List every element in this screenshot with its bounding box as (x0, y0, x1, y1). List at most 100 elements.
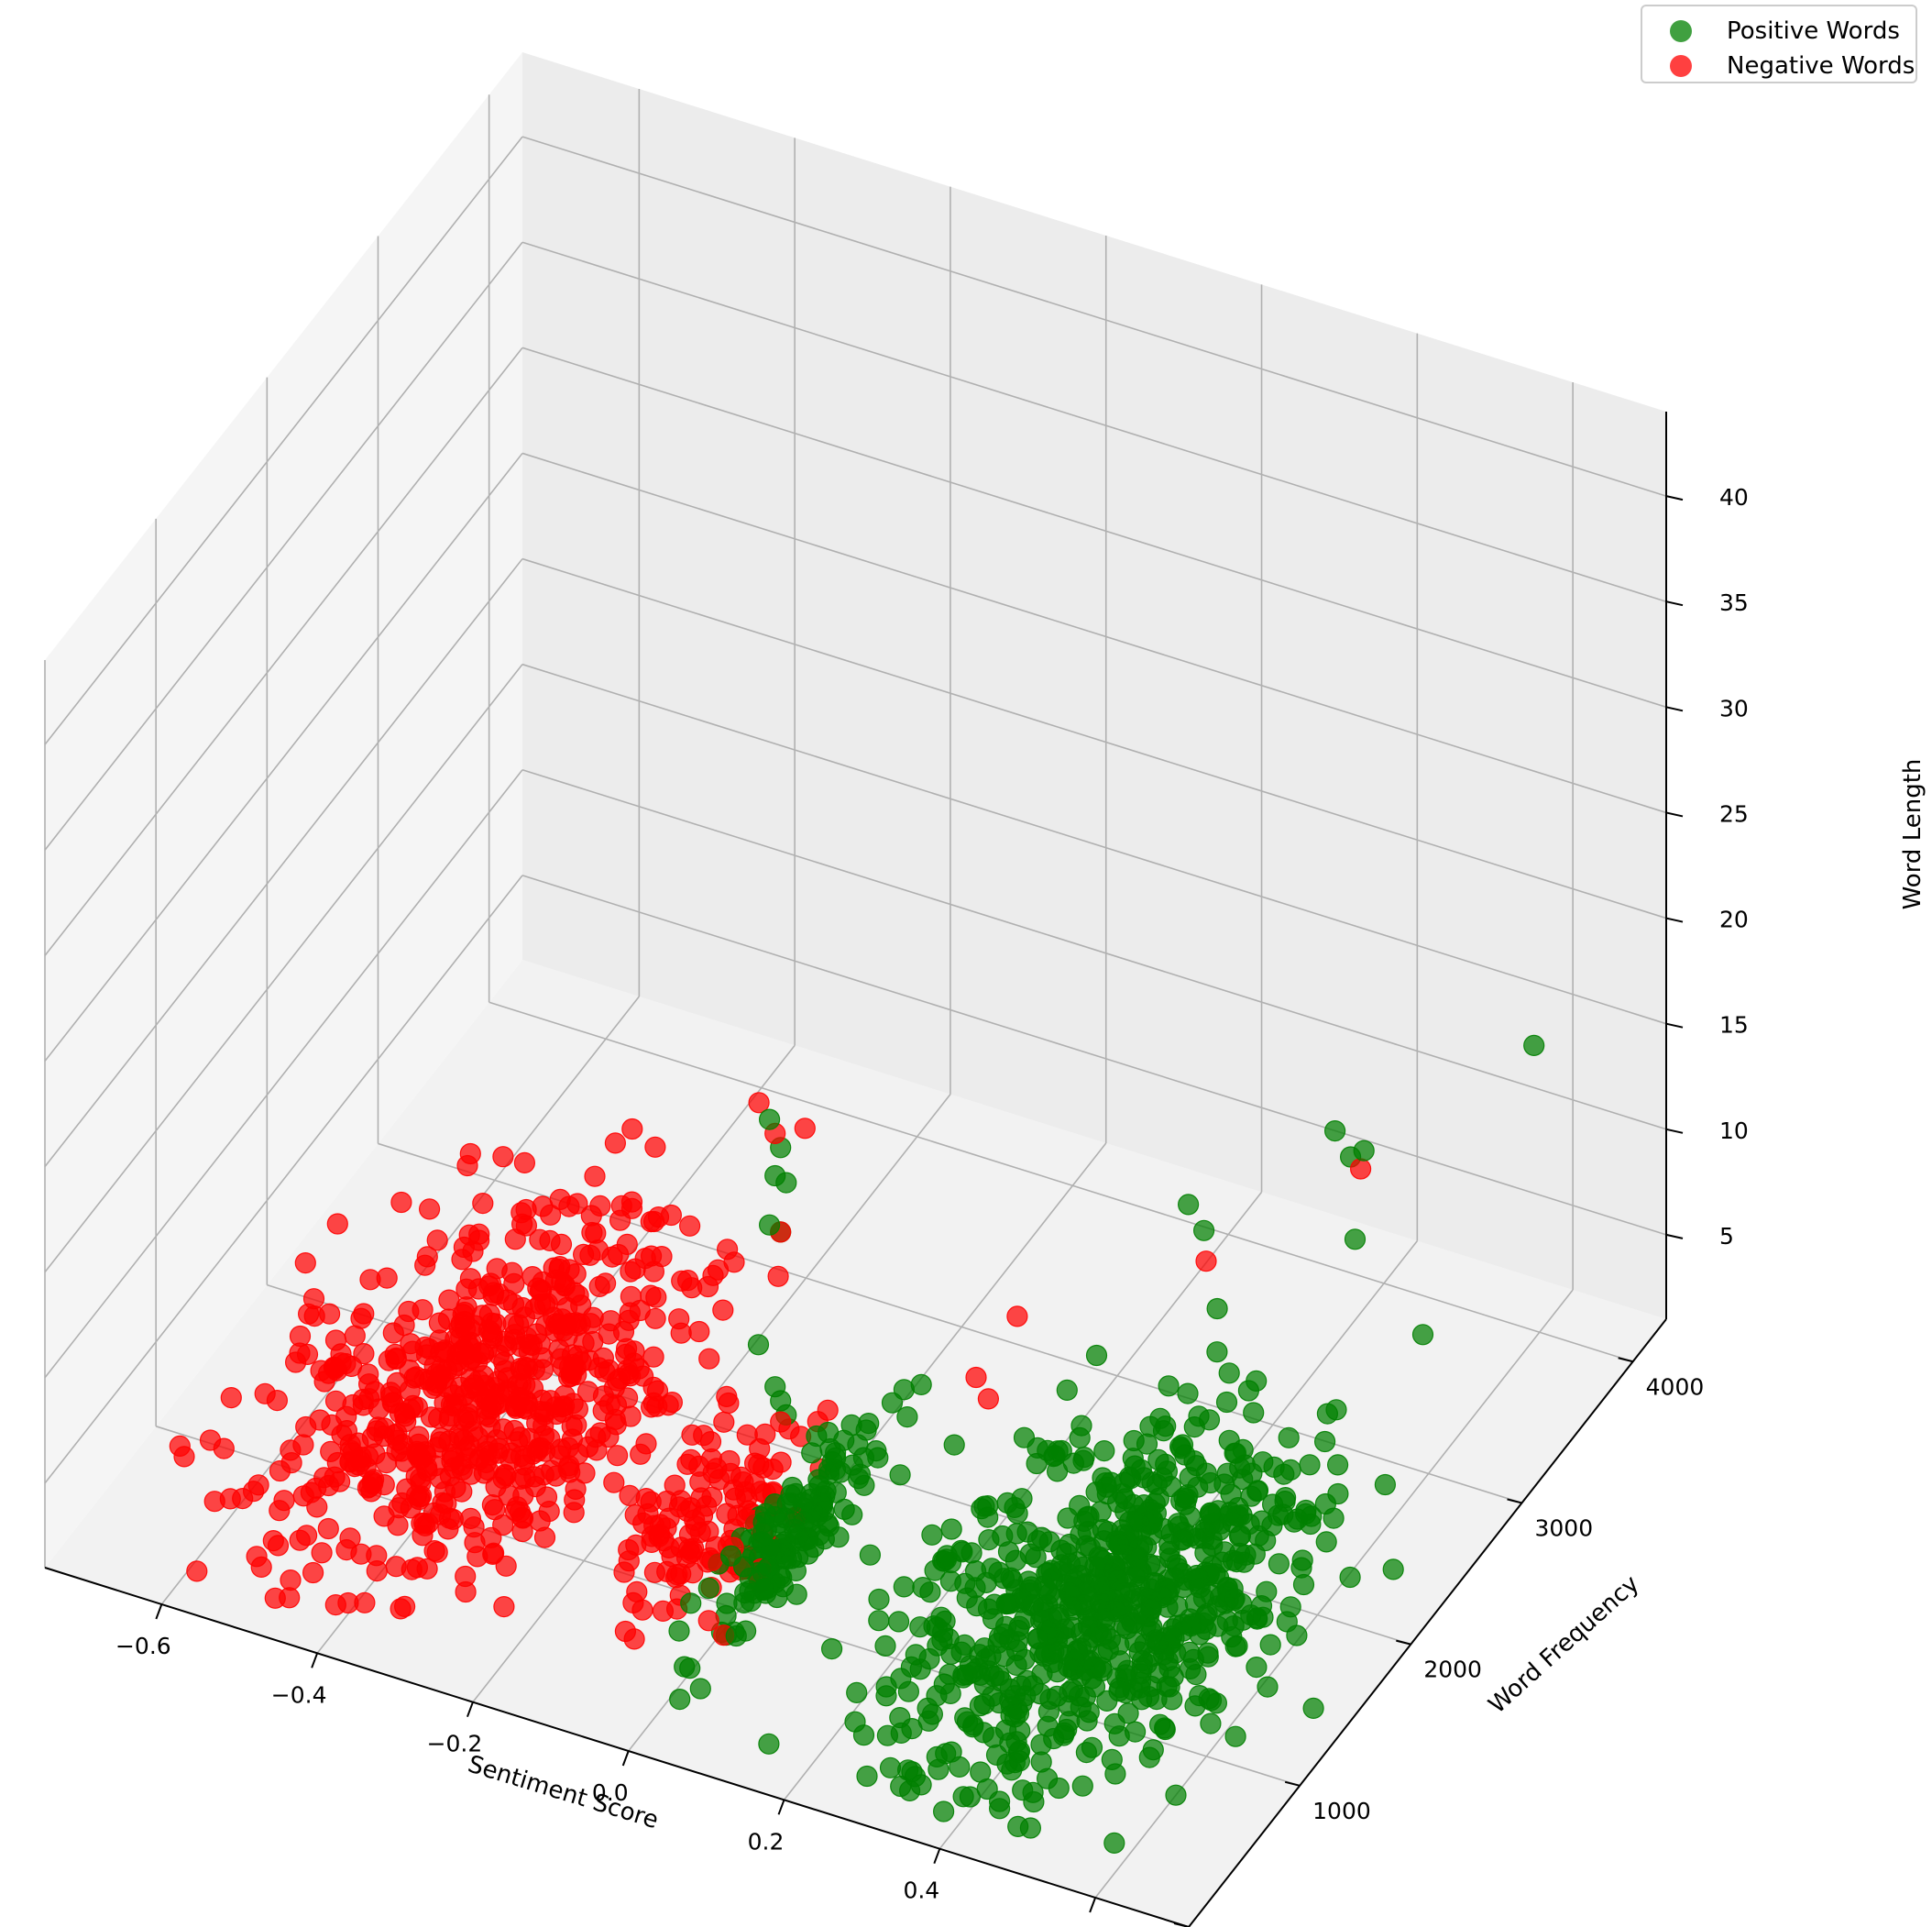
negative-word-point (699, 1430, 722, 1453)
gridline-left-z (44, 664, 523, 1273)
negative-word-point (450, 1454, 472, 1477)
positive-word-point (970, 1761, 992, 1783)
y-tick-mark (1618, 1357, 1633, 1363)
negative-word-point (579, 1244, 601, 1266)
negative-word-point (634, 1247, 656, 1270)
negative-word-point (342, 1393, 364, 1416)
z-tick-label: 10 (1719, 1118, 1749, 1144)
positive-word-point (668, 1620, 690, 1642)
positive-word-point (1133, 1493, 1155, 1516)
negative-word-point (448, 1424, 470, 1446)
positive-word-point (689, 1678, 711, 1700)
positive-word-point (754, 1503, 776, 1525)
positive-word-point (1076, 1710, 1098, 1732)
negative-word-point (584, 1165, 606, 1187)
positive-word-point (952, 1786, 974, 1808)
negative-word-point (313, 1467, 335, 1489)
positive-word-point (1026, 1452, 1048, 1475)
z-tick-mark (1665, 811, 1684, 818)
negative-word-point (767, 1265, 789, 1287)
negative-word-point (462, 1391, 484, 1413)
axis-lines (44, 412, 1667, 1927)
back-pane (522, 52, 1666, 1319)
negative-word-point (289, 1529, 311, 1551)
positive-word-point (1145, 1555, 1167, 1577)
positive-word-point (1167, 1513, 1189, 1535)
positive-word-point (961, 1716, 984, 1738)
negative-word-point (630, 1443, 652, 1465)
y-tick-mark (1507, 1498, 1522, 1504)
negative-word-point (645, 1286, 667, 1308)
negative-word-point (458, 1224, 480, 1246)
negative-word-point (647, 1206, 670, 1228)
positive-word-point (1019, 1543, 1041, 1565)
gridline-back-z (521, 769, 1667, 1130)
positive-word-point (1158, 1375, 1180, 1397)
positive-word-point (1084, 1556, 1106, 1578)
positive-word-point (897, 1680, 920, 1702)
positive-word-point (1184, 1695, 1206, 1717)
negative-word-point (376, 1451, 398, 1474)
negative-word-point (676, 1500, 698, 1523)
positive-word-point (1004, 1496, 1026, 1519)
legend-item-positive: Positive Words (1657, 15, 1900, 48)
gridline-back-z (521, 663, 1667, 1025)
negative-word-point (418, 1370, 440, 1392)
positive-word-point (1202, 1512, 1225, 1535)
negative-word-point (376, 1267, 398, 1289)
positive-word-point (893, 1576, 915, 1598)
positive-word-point (1344, 1228, 1367, 1250)
positive-word-point (764, 1376, 786, 1398)
positive-word-point (1273, 1463, 1295, 1485)
gridline-back-z (521, 347, 1667, 709)
negative-word-point (539, 1229, 561, 1252)
positive-word-point (758, 1733, 780, 1755)
negative-word-point (482, 1543, 504, 1566)
positive-word-point (1008, 1740, 1031, 1762)
negative-word-point (598, 1323, 620, 1345)
negative-word-point (435, 1492, 457, 1514)
positive-word-point (825, 1481, 847, 1503)
negative-word-point (485, 1476, 507, 1498)
negative-word-point (644, 1136, 666, 1158)
positive-word-point (1200, 1712, 1222, 1734)
positive-word-point (874, 1635, 896, 1657)
positive-word-point (800, 1502, 822, 1524)
positive-word-point (1226, 1635, 1248, 1657)
negative-word-point (368, 1416, 390, 1438)
negative-word-point (478, 1406, 500, 1428)
negative-word-point (539, 1427, 561, 1450)
negative-word-point (604, 1132, 627, 1154)
positive-word-point (1313, 1430, 1336, 1453)
positive-word-point (1038, 1531, 1060, 1553)
positive-word-point (1180, 1614, 1202, 1637)
positive-word-point (909, 1616, 931, 1638)
positive-word-point (1093, 1439, 1115, 1462)
positive-word-point (1053, 1722, 1075, 1745)
negative-word-point (698, 1348, 720, 1370)
positive-word-point (1036, 1767, 1059, 1789)
negative-word-point (706, 1458, 728, 1480)
positive-word-point (1007, 1815, 1029, 1838)
positive-word-point (829, 1461, 851, 1483)
negative-word-point (567, 1345, 589, 1367)
negative-word-point (203, 1491, 225, 1513)
negative-word-point (681, 1424, 703, 1446)
negative-word-point (658, 1536, 680, 1559)
negative-word-point (513, 1454, 536, 1476)
negative-word-point (616, 1387, 639, 1409)
negative-word-point (513, 1151, 536, 1174)
gridline-back-z (521, 875, 1667, 1236)
y-tick-label: 3000 (1534, 1514, 1593, 1541)
negative-word-point (254, 1382, 276, 1404)
negative-word-point (173, 1446, 195, 1468)
positive-word-point (1173, 1487, 1195, 1509)
positive-word-point (1183, 1415, 1205, 1438)
positive-word-point (912, 1576, 934, 1599)
negative-word-point (262, 1529, 284, 1552)
z-tick-mark (1665, 706, 1684, 712)
z-tick-mark (1665, 600, 1684, 607)
negative-word-point (563, 1502, 585, 1524)
negative-word-point (459, 1142, 481, 1165)
negative-word-point (511, 1520, 533, 1543)
